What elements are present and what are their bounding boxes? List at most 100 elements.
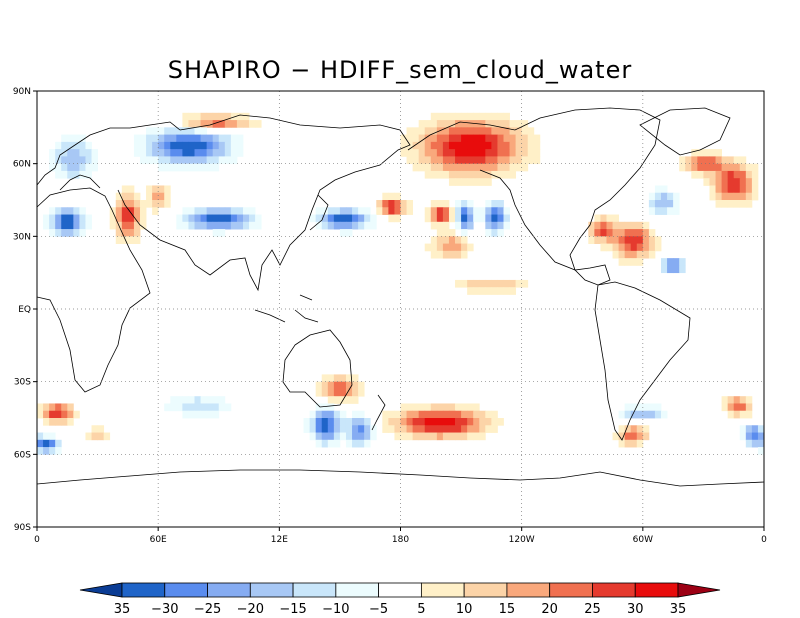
field-cell [661,258,668,266]
field-cell [673,258,680,266]
field-cell [424,403,432,412]
field-cell [79,134,86,143]
field-cell [448,410,456,419]
field-cell [455,200,462,208]
field-cell [727,178,735,186]
field-cell [43,410,50,419]
field-cell [127,229,135,237]
field-cell [497,214,504,223]
field-cell [667,207,674,215]
field-cell [158,141,165,150]
field-cell [467,243,474,252]
field-cell [230,141,238,150]
field-cell [497,418,504,426]
field-cell [448,120,456,128]
field-cell [709,149,716,157]
field-cell [61,207,68,215]
field-cell [200,214,208,223]
field-cell [146,192,153,201]
field-cell [200,149,208,157]
field-cell [515,149,523,157]
field-cell [206,163,214,172]
field-cell [79,149,86,157]
field-cell [206,134,214,143]
field-cell [745,410,753,419]
field-cell [461,156,468,165]
field-cell [321,425,329,433]
field-cell [230,214,238,223]
field-cell [455,425,462,433]
field-cell [212,403,220,412]
field-cell [485,229,492,237]
field-cell [424,432,432,441]
lat-label: 60N [13,160,31,170]
field-cell [479,279,486,288]
field-cell [406,127,414,135]
field-cell [315,214,323,223]
lat-label: 30N [13,232,31,242]
field-cell [533,134,541,143]
field-cell [533,149,541,157]
field-cell [473,127,480,135]
field-cell [73,229,80,237]
field-cell [691,170,698,179]
field-cell [418,403,426,412]
field-cell [436,149,444,157]
field-cell [588,229,595,237]
field-cell [358,410,365,419]
field-cell [485,127,492,135]
field-cell [345,214,353,223]
field-cell [455,112,462,121]
field-cell [400,403,407,412]
colorbar-label: −20 [237,602,264,617]
colorbar-swatch [420,582,465,598]
field-cell [436,221,444,230]
field-cell [436,214,444,223]
field-cell [200,163,208,172]
field-cell [43,439,50,448]
field-cell [164,163,171,172]
field-cell [606,229,613,237]
field-cell [133,207,141,215]
field-cell [606,236,613,244]
field-cell [152,200,159,208]
field-cell [485,134,492,143]
field-cell [339,207,347,215]
field-cell [430,156,438,165]
field-cell [242,214,250,223]
field-cell [327,388,335,397]
field-cell [739,396,747,404]
field-cell [624,250,632,259]
field-cell [739,185,747,194]
colorbar-label: −15 [279,602,306,617]
field-cell [491,221,498,230]
field-cell [442,207,450,215]
field-cell [79,141,86,150]
field-cell [461,250,468,259]
field-cell [739,178,747,186]
field-cell [642,221,650,230]
field-cell [164,200,171,208]
field-cell [467,134,474,143]
field-cell [491,200,498,208]
field-cell [394,418,401,426]
field-cell [491,149,498,157]
field-cell [224,149,232,157]
field-cell [364,221,371,230]
field-cell [455,403,462,412]
field-cell [188,127,195,135]
field-cell [85,141,92,150]
colorbar-swatch [592,582,636,598]
field-cell [394,432,401,441]
field-cell [152,141,159,150]
field-cell [170,403,177,412]
field-cell [642,229,650,237]
field-cell [43,447,50,455]
field-cell [745,396,753,404]
field-cell [630,432,638,441]
field-cell [67,141,74,150]
field-cell [497,127,504,135]
field-cell [309,418,317,426]
field-cell [697,170,704,179]
field-cell [424,141,432,150]
